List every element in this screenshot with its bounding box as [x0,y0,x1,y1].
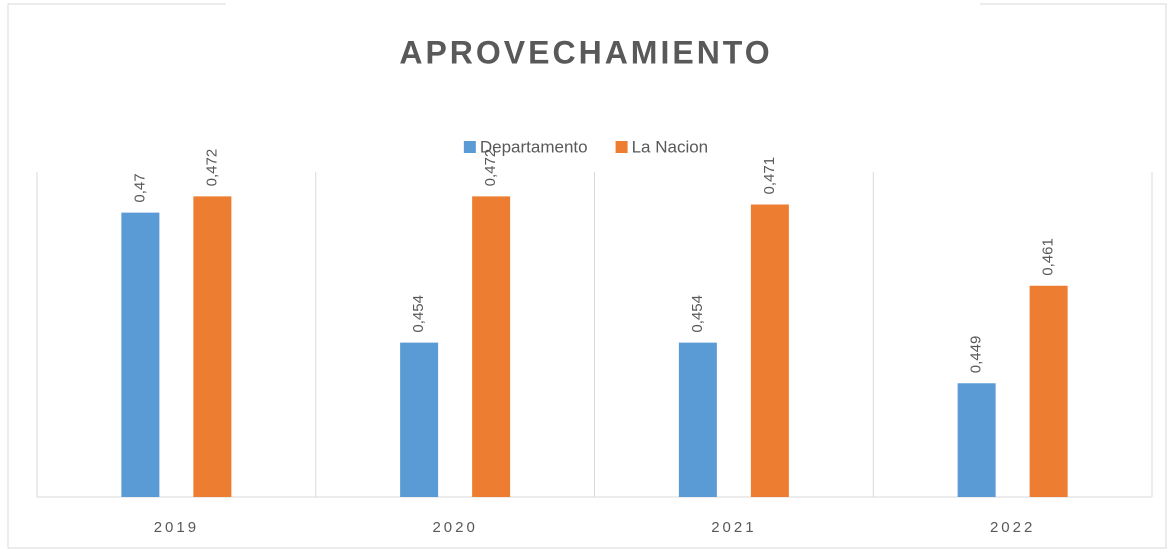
bar [472,196,511,497]
data-label: 0,472 [482,149,499,187]
bar [193,196,232,497]
bar [750,204,789,497]
x-tick-label: 2022 [990,519,1035,536]
legend: Departamento La Nacion [463,137,709,156]
legend-label: La Nacion [632,137,709,156]
data-label: 0,47 [131,173,148,202]
chart-frame [7,3,1167,549]
bar [957,383,996,497]
x-tick-label: 2019 [154,519,199,536]
data-label: 0,461 [1040,238,1057,276]
data-label: 0,471 [761,157,778,195]
bar [678,342,717,497]
x-tick-label: 2020 [432,519,477,536]
data-label: 0,472 [203,149,220,187]
legend-label: Departamento [480,137,588,156]
data-label: 0,449 [968,336,985,374]
bar [400,342,439,497]
legend-swatch [615,141,628,153]
bar [1029,285,1068,497]
data-label: 0,454 [689,295,706,333]
chart-title: APROVECHAMIENTO [399,34,772,70]
x-tick-label: 2021 [711,519,756,536]
legend-swatch [463,141,476,153]
bar [121,212,160,497]
data-label: 0,454 [410,295,427,333]
